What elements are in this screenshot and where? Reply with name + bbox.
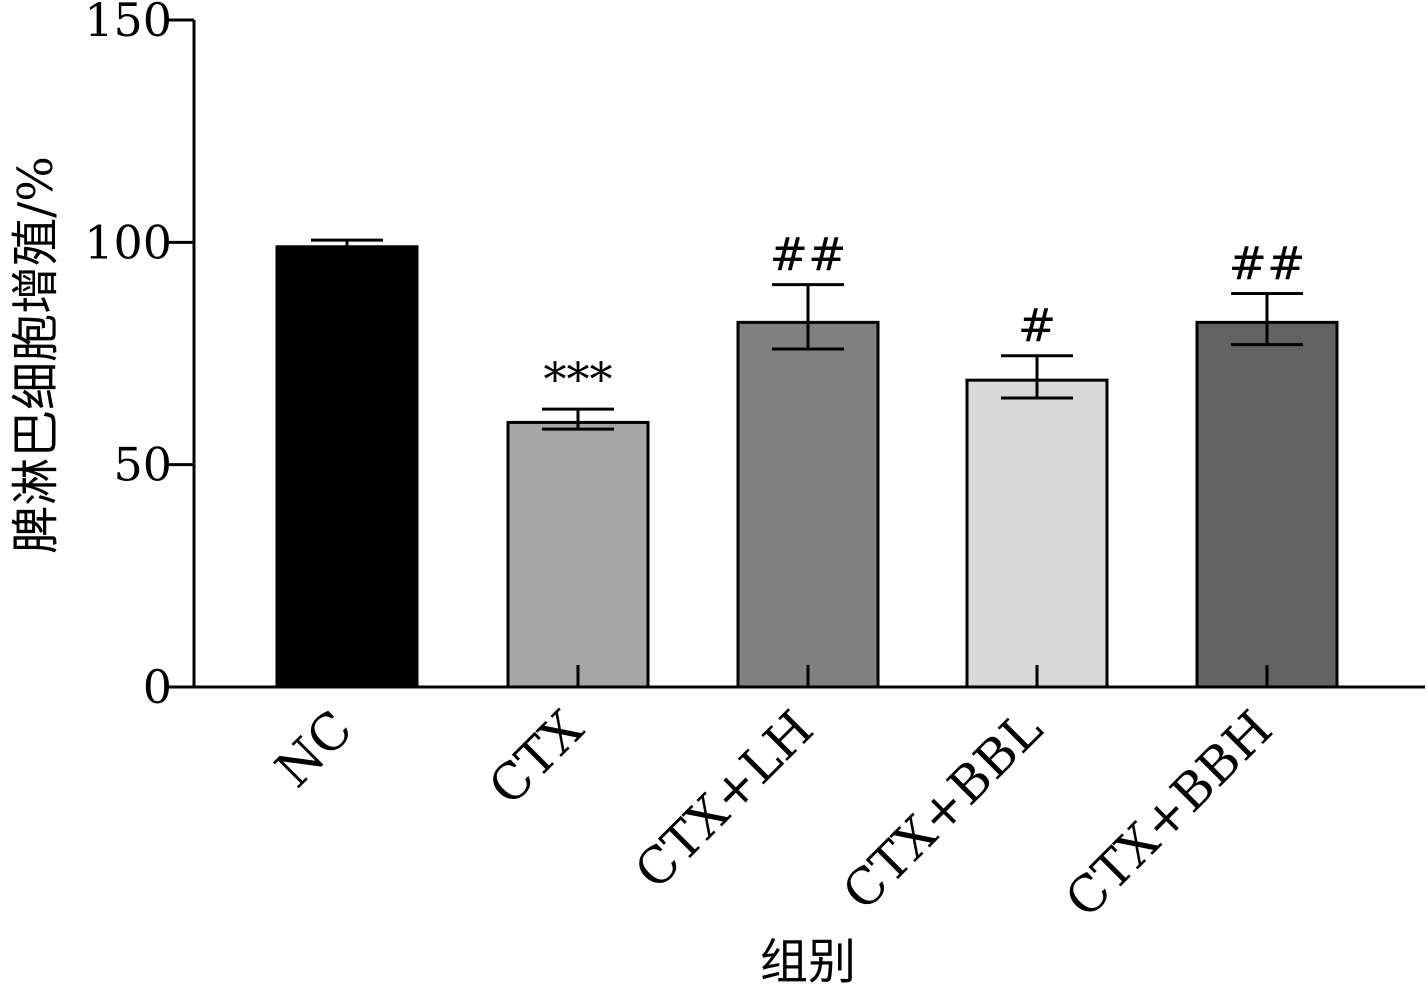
y-ticks-layer: 0 50 100 150 [84, 0, 194, 714]
error-bar [772, 283, 844, 351]
bar [965, 378, 1109, 689]
bar [736, 320, 880, 689]
bar [506, 420, 650, 689]
y-axis-title: 脾淋巴细胞增殖/% [8, 156, 64, 554]
error-bar [1001, 354, 1073, 400]
significance-label: *** [544, 352, 613, 406]
significance-label: ## [1228, 236, 1305, 290]
bar [275, 245, 419, 689]
y-tick-label: 0 [143, 660, 172, 714]
error-bars-layer [311, 238, 1303, 687]
x-category-label: NC [264, 699, 363, 798]
significance-label: ## [769, 228, 846, 282]
significance-label: # [1018, 299, 1057, 353]
x-axis-title: 组别 [760, 934, 856, 990]
x-category-label: CTX+LH [624, 699, 825, 900]
y-tick-label: 100 [84, 215, 172, 269]
y-tick-label: 150 [84, 0, 172, 47]
x-category-label: CTX+BBL [832, 699, 1054, 921]
bar [1195, 320, 1339, 689]
y-tick-label: 50 [113, 438, 172, 492]
x-category-label: CTX+BBH [1054, 699, 1283, 928]
significance-layer: ***##### [544, 228, 1306, 407]
error-bar [311, 238, 383, 253]
error-bar [542, 407, 614, 431]
error-bar [1231, 291, 1303, 347]
x-categories-layer: NC CTX CTX+LH CTX+BBL CTX+BBH [264, 699, 1283, 929]
x-category-label: CTX [478, 699, 595, 816]
